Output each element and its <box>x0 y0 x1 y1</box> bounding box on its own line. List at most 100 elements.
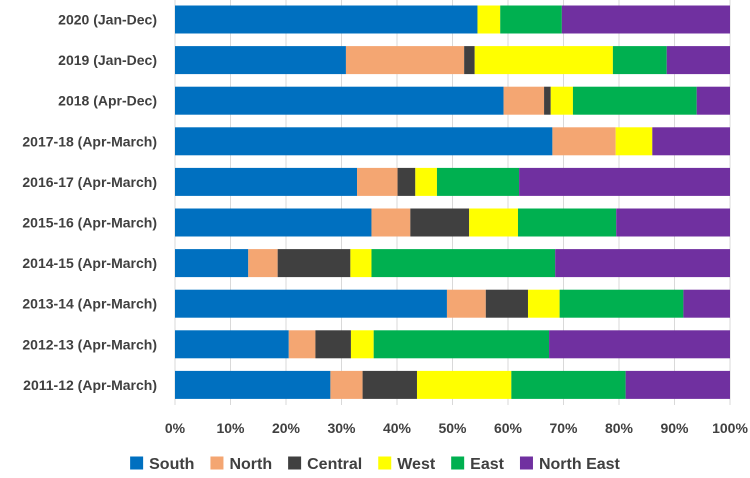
bar-south-2014-15-apr-march <box>175 249 249 278</box>
bar-west-2015-16-apr-march <box>469 208 518 237</box>
bar-west-2011-12-apr-march <box>416 370 512 399</box>
bar-west-2012-13-apr-march <box>350 330 374 359</box>
x-axis-tick-labels: 0% 10% 20% 30% 40% 50% 60% 70% 80% 90% 100% <box>165 420 749 436</box>
legend: South North Central West East North East <box>130 456 621 473</box>
bar-north-east-2020-jan-dec <box>561 5 730 34</box>
bar-east-2018-apr-dec <box>572 86 697 115</box>
legend-swatch-east <box>451 456 465 470</box>
bar-east-2020-jan-dec <box>500 5 562 34</box>
bar-west-2017-18-apr-march <box>615 127 653 156</box>
legend-swatch-north <box>210 456 224 470</box>
bar-east-2016-17-apr-march <box>436 167 520 196</box>
bar-north-2019-jan-dec <box>345 46 465 75</box>
bar-north-east-2016-17-apr-march <box>519 167 730 196</box>
legend-item-central: Central <box>288 456 362 473</box>
bar-central-2018-apr-dec <box>544 86 551 115</box>
bar-north-east-2017-18-apr-march <box>652 127 730 156</box>
x-tick-label: 20% <box>272 420 301 436</box>
bar-west-2018-apr-dec <box>550 86 573 115</box>
bar-south-2017-18-apr-march <box>175 127 553 156</box>
category-label: 2013-14 (Apr-March) <box>22 296 157 312</box>
category-label: 2015-16 (Apr-March) <box>22 215 157 231</box>
bar-south-2019-jan-dec <box>175 46 346 75</box>
bar-central-2019-jan-dec <box>464 46 475 75</box>
legend-label-west: West <box>397 456 436 473</box>
bar-east-2014-15-apr-march <box>371 249 556 278</box>
x-tick-label: 90% <box>660 420 689 436</box>
bar-south-2011-12-apr-march <box>175 370 331 399</box>
category-labels: 2020 (Jan-Dec) 2019 (Jan-Dec) 2018 (Apr-De… <box>22 12 157 393</box>
bar-west-2016-17-apr-march <box>415 167 437 196</box>
bars <box>175 5 730 399</box>
bar-east-2015-16-apr-march <box>517 208 617 237</box>
bar-north-2011-12-apr-march <box>330 370 363 399</box>
x-tick-label: 0% <box>165 420 186 436</box>
category-label: 2019 (Jan-Dec) <box>58 52 157 68</box>
bar-north-2015-16-apr-march <box>371 208 411 237</box>
bar-south-2018-apr-dec <box>175 86 504 115</box>
bar-central-2011-12-apr-march <box>362 370 417 399</box>
bar-east-2011-12-apr-march <box>511 370 626 399</box>
bar-west-2019-jan-dec <box>474 46 613 75</box>
category-label: 2014-15 (Apr-March) <box>22 255 157 271</box>
bar-central-2014-15-apr-march <box>277 249 351 278</box>
bar-north-east-2014-15-apr-march <box>555 249 730 278</box>
bar-south-2016-17-apr-march <box>175 167 358 196</box>
bar-north-2014-15-apr-march <box>248 249 278 278</box>
bar-north-east-2012-13-apr-march <box>549 330 730 359</box>
bar-south-2012-13-apr-march <box>175 330 289 359</box>
bar-west-2020-jan-dec <box>477 5 501 34</box>
legend-swatch-central <box>288 456 302 470</box>
bar-north-east-2019-jan-dec <box>666 46 730 75</box>
x-tick-label: 30% <box>327 420 356 436</box>
category-label: 2018 (Apr-Dec) <box>58 93 157 109</box>
legend-swatch-west <box>378 456 392 470</box>
bar-north-east-2015-16-apr-march <box>616 208 730 237</box>
legend-swatch-north-east <box>519 456 533 470</box>
category-label: 2011-12 (Apr-March) <box>23 377 157 393</box>
legend-label-south: South <box>149 456 194 473</box>
bar-south-2015-16-apr-march <box>175 208 372 237</box>
bar-central-2016-17-apr-march <box>397 167 416 196</box>
x-tick-label: 10% <box>216 420 245 436</box>
x-tick-label: 60% <box>494 420 523 436</box>
category-label: 2020 (Jan-Dec) <box>58 12 157 28</box>
bar-east-2019-jan-dec <box>612 46 667 75</box>
bar-north-2012-13-apr-march <box>288 330 316 359</box>
legend-item-south: South <box>130 456 194 473</box>
bar-south-2020-jan-dec <box>175 5 478 34</box>
legend-item-north-east: North East <box>519 456 621 473</box>
legend-label-north-east: North East <box>539 456 621 473</box>
bar-west-2013-14-apr-march <box>527 289 560 318</box>
x-tick-label: 40% <box>383 420 412 436</box>
bar-north-east-2013-14-apr-march <box>683 289 730 318</box>
legend-item-west: West <box>378 456 436 473</box>
legend-label-north: North <box>229 456 272 473</box>
bar-central-2013-14-apr-march <box>485 289 528 318</box>
bar-east-2012-13-apr-march <box>373 330 550 359</box>
legend-label-east: East <box>470 456 504 473</box>
category-label: 2017-18 (Apr-March) <box>22 133 157 149</box>
legend-item-north: North <box>210 456 272 473</box>
legend-item-east: East <box>451 456 505 473</box>
legend-label-central: Central <box>307 456 362 473</box>
x-tick-label: 80% <box>605 420 634 436</box>
bar-north-east-2011-12-apr-march <box>625 370 730 399</box>
legend-swatch-south <box>130 456 144 470</box>
category-label: 2016-17 (Apr-March) <box>22 174 157 190</box>
bar-central-2015-16-apr-march <box>410 208 470 237</box>
bar-east-2013-14-apr-march <box>559 289 684 318</box>
bar-north-2018-apr-dec <box>503 86 545 115</box>
x-tick-label: 70% <box>549 420 578 436</box>
bar-north-east-2018-apr-dec <box>696 86 730 115</box>
x-tick-label: 100% <box>712 420 748 436</box>
bar-north-2013-14-apr-march <box>446 289 486 318</box>
category-label: 2012-13 (Apr-March) <box>22 336 157 352</box>
bar-west-2014-15-apr-march <box>350 249 372 278</box>
bar-north-2017-18-apr-march <box>552 127 616 156</box>
x-tick-label: 50% <box>438 420 467 436</box>
bar-south-2013-14-apr-march <box>175 289 447 318</box>
bar-central-2012-13-apr-march <box>315 330 351 359</box>
bar-north-2016-17-apr-march <box>357 167 398 196</box>
